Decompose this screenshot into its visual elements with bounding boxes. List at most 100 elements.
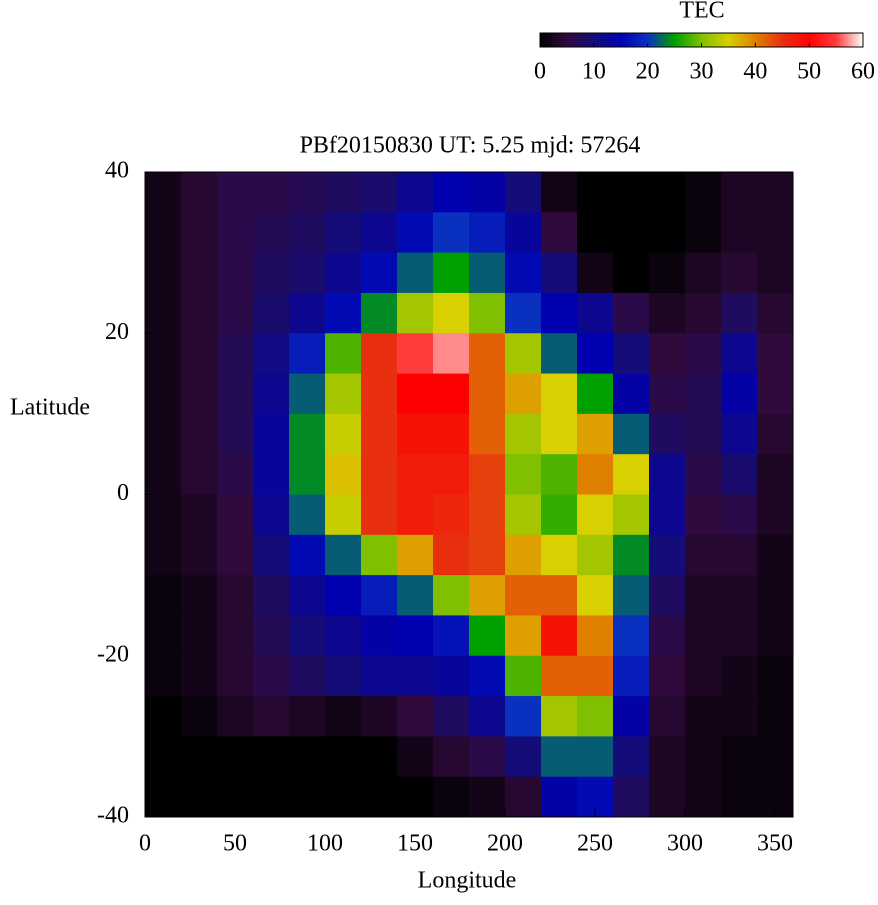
cell bbox=[721, 696, 758, 737]
cell bbox=[649, 615, 686, 657]
cell bbox=[505, 696, 542, 737]
cell bbox=[433, 454, 470, 495]
cell bbox=[433, 534, 470, 576]
cell bbox=[325, 212, 362, 254]
cell bbox=[577, 413, 614, 455]
cell bbox=[613, 736, 650, 778]
cell bbox=[505, 736, 542, 778]
y-tick-label: -40 bbox=[97, 803, 129, 829]
cell bbox=[217, 736, 254, 778]
cell bbox=[721, 454, 758, 495]
cell bbox=[721, 373, 758, 415]
cell bbox=[289, 252, 326, 294]
cell bbox=[469, 494, 506, 536]
cell bbox=[757, 736, 794, 778]
cell bbox=[397, 252, 434, 294]
cell bbox=[469, 212, 506, 254]
cell bbox=[505, 655, 542, 697]
cell bbox=[505, 212, 542, 254]
cell bbox=[613, 172, 650, 213]
cell bbox=[253, 776, 290, 818]
cell bbox=[361, 776, 398, 818]
cell bbox=[181, 454, 218, 495]
cell bbox=[469, 252, 506, 294]
cell bbox=[469, 292, 506, 334]
y-axis-label: Latitude bbox=[10, 395, 90, 421]
cell bbox=[181, 655, 218, 697]
cell bbox=[757, 534, 794, 576]
cell bbox=[325, 252, 362, 294]
x-tick-label: 350 bbox=[757, 831, 793, 857]
cell bbox=[433, 494, 470, 536]
cell bbox=[433, 252, 470, 294]
cell bbox=[361, 252, 398, 294]
cell bbox=[649, 212, 686, 254]
cell bbox=[541, 776, 578, 818]
cell bbox=[613, 333, 650, 375]
cell bbox=[361, 212, 398, 254]
cell bbox=[577, 252, 614, 294]
cell bbox=[685, 454, 722, 495]
cell bbox=[181, 696, 218, 737]
cell bbox=[541, 333, 578, 375]
heatmap bbox=[145, 172, 794, 818]
cell bbox=[181, 776, 218, 818]
cell bbox=[433, 413, 470, 455]
cell bbox=[721, 534, 758, 576]
cell bbox=[325, 696, 362, 737]
cell bbox=[721, 655, 758, 697]
cell bbox=[145, 655, 182, 697]
cell bbox=[361, 292, 398, 334]
cell bbox=[721, 212, 758, 254]
x-tick-label: 100 bbox=[307, 831, 343, 857]
colorbar-tick-label: 30 bbox=[690, 59, 714, 85]
x-tick-label: 300 bbox=[667, 831, 703, 857]
cell bbox=[145, 454, 182, 495]
cell bbox=[649, 172, 686, 213]
cell bbox=[541, 494, 578, 536]
cell bbox=[433, 736, 470, 778]
cell bbox=[505, 494, 542, 536]
cell bbox=[577, 696, 614, 737]
cell bbox=[361, 373, 398, 415]
cell bbox=[217, 333, 254, 375]
cell bbox=[361, 413, 398, 455]
y-tick-label: 40 bbox=[105, 158, 129, 184]
colorbar-label: TEC bbox=[679, 0, 724, 24]
colorbar-tick-label: 50 bbox=[797, 59, 821, 85]
cell bbox=[757, 252, 794, 294]
cell bbox=[253, 413, 290, 455]
cell bbox=[397, 575, 434, 616]
cell bbox=[685, 736, 722, 778]
cell bbox=[613, 575, 650, 616]
cell bbox=[361, 575, 398, 616]
cell bbox=[217, 696, 254, 737]
cell bbox=[361, 172, 398, 213]
cell bbox=[217, 454, 254, 495]
cell bbox=[685, 776, 722, 818]
cell bbox=[469, 333, 506, 375]
cell bbox=[325, 494, 362, 536]
cell bbox=[685, 333, 722, 375]
cell bbox=[289, 655, 326, 697]
cell bbox=[469, 736, 506, 778]
cell bbox=[289, 534, 326, 576]
cell bbox=[145, 212, 182, 254]
cell bbox=[253, 172, 290, 213]
cell bbox=[577, 373, 614, 415]
colorbar-tick-label: 60 bbox=[851, 59, 875, 85]
cell bbox=[757, 373, 794, 415]
cell bbox=[289, 454, 326, 495]
cell bbox=[145, 776, 182, 818]
cell bbox=[757, 212, 794, 254]
cell bbox=[397, 696, 434, 737]
cell bbox=[685, 655, 722, 697]
cell bbox=[541, 454, 578, 495]
cell bbox=[289, 776, 326, 818]
cell bbox=[433, 212, 470, 254]
cell bbox=[145, 292, 182, 334]
cell bbox=[145, 615, 182, 657]
cell bbox=[649, 252, 686, 294]
cell bbox=[361, 696, 398, 737]
cell bbox=[181, 494, 218, 536]
